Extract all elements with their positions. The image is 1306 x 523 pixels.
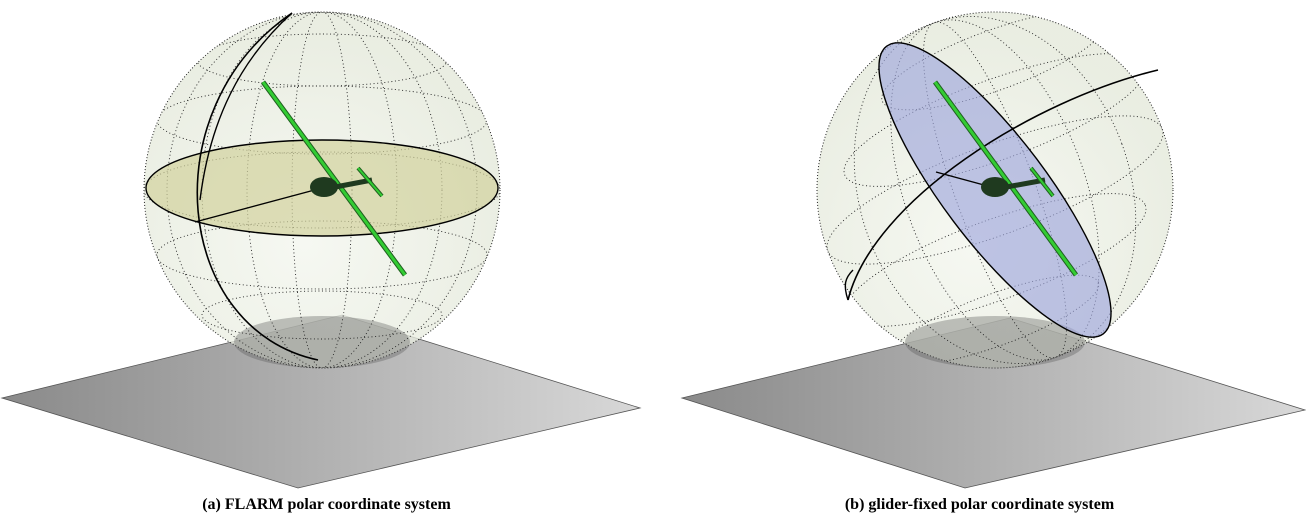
glider-fixed-diagram [680,11,1306,489]
flarm-diagram [0,11,642,489]
meridian-circle [196,12,319,361]
caption-b: (b) glider-fixed polar coordinate system [653,496,1306,514]
glider [260,80,408,277]
caption-b-label: (b) [844,496,865,513]
caption-a: (a) FLARM polar coordinate system [0,496,653,514]
ground-plane [680,317,1306,489]
caption-a-title: FLARM polar coordinate system [224,496,451,513]
ground-plane [0,314,642,489]
azimuth-line [194,187,323,223]
sphere-shadow [234,316,410,368]
caption-a-label: (a) [202,496,221,513]
great-circle [847,69,1159,301]
panel-glider-fixed: (b) glider-fixed polar coordinate system [653,0,1306,523]
caption-b-title: glider-fixed polar coordinate system [868,496,1115,513]
glider [932,80,1079,277]
panel-flarm: (a) FLARM polar coordinate system [0,11,653,514]
sphere-shadow [905,316,1085,368]
